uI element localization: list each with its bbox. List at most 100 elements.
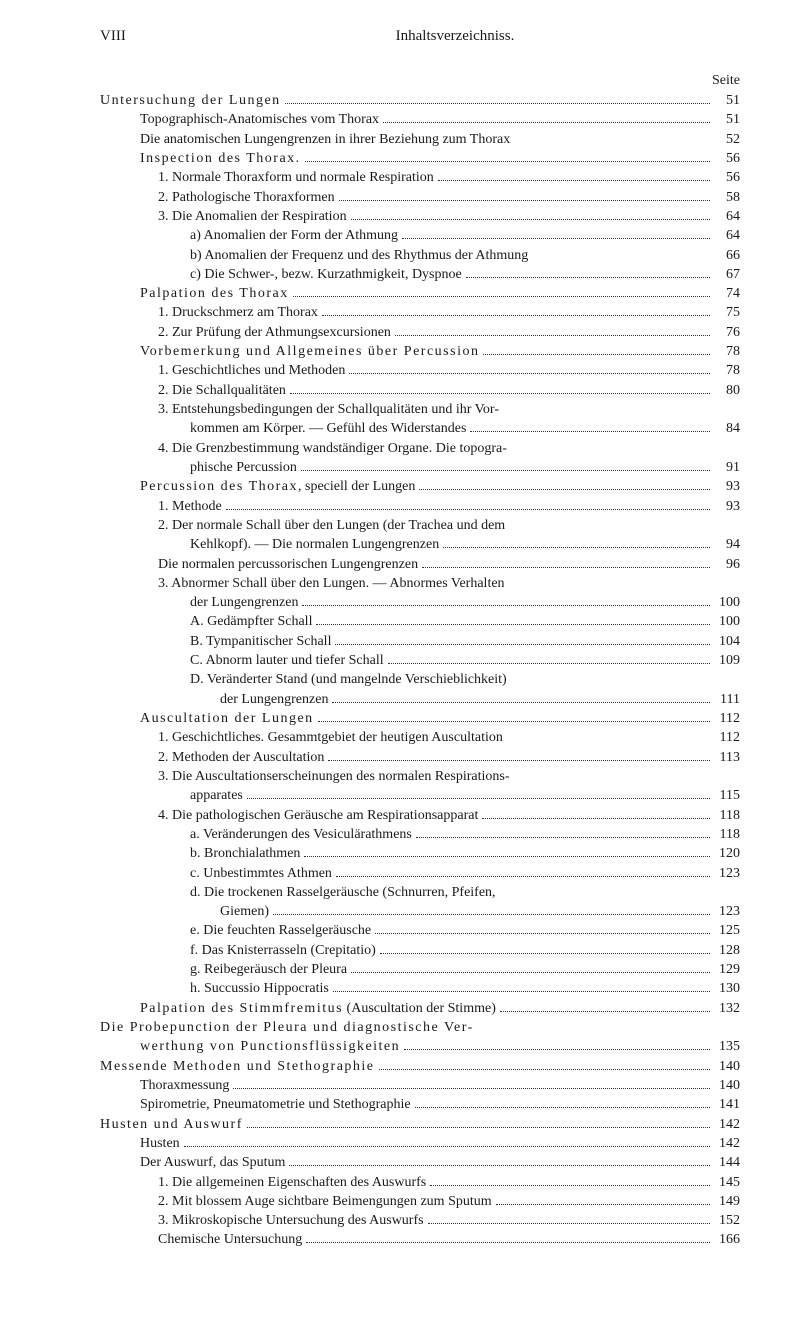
toc-line: b) Anomalien der Frequenz und des Rhythm…: [100, 246, 740, 265]
toc-line: der Lungengrenzen111: [100, 690, 740, 709]
toc-line: Topographisch-Anatomisches vom Thorax51: [100, 110, 740, 129]
toc-page-number: 166: [714, 1230, 740, 1249]
toc-line: 3. Abnormer Schall über den Lungen. — Ab…: [100, 574, 740, 593]
toc-dots: [304, 856, 710, 857]
toc-entry-text: der Lungengrenzen: [190, 593, 298, 612]
toc-line: 4. Die pathologischen Geräusche am Respi…: [100, 806, 740, 825]
toc-page-number: 56: [714, 149, 740, 168]
toc-dots: [380, 953, 710, 954]
toc-page-number: 123: [714, 902, 740, 921]
toc-dots: [482, 818, 710, 819]
toc-entry-text: 3. Entstehungsbedingungen der Schallqual…: [158, 400, 499, 419]
toc-page-number: 144: [714, 1153, 740, 1172]
toc-dots: [233, 1088, 710, 1089]
toc-line: 2. Methoden der Auscultation 113: [100, 748, 740, 767]
toc-entry-text: g. Reibegeräusch der Pleura: [190, 960, 347, 979]
toc-dots: [322, 315, 710, 316]
toc-entry-text: A. Gedämpfter Schall: [190, 612, 312, 631]
toc-page-number: 56: [714, 168, 740, 187]
toc-entry-text: Untersuchung der Lungen: [100, 91, 281, 110]
toc-line: 1. Geschichtliches. Gesammtgebiet der he…: [100, 728, 740, 747]
toc-page-number: 74: [714, 284, 740, 303]
toc-line: A. Gedämpfter Schall100: [100, 612, 740, 631]
toc-entry-text: 2. Methoden der Auscultation: [158, 748, 324, 767]
toc-line: Messende Methoden und Stethographie140: [100, 1057, 740, 1076]
toc-entry-text: 2. Mit blossem Auge sichtbare Beimengung…: [158, 1192, 492, 1211]
toc-entry-text: e. Die feuchten Rasselgeräusche: [190, 921, 371, 940]
toc-page-number: 80: [714, 381, 740, 400]
toc-line: 3. Mikroskopische Untersuchung des Auswu…: [100, 1211, 740, 1230]
toc-entry-text: 1. Die allgemeinen Eigenschaften des Aus…: [158, 1173, 426, 1192]
toc-entry-text: Der Auswurf, das Sputum: [140, 1153, 285, 1172]
toc-line: Die Probepunction der Pleura und diagnos…: [100, 1018, 740, 1037]
toc-dots: [466, 277, 710, 278]
toc-entry-text: werthung von Punctionsflüssigkeiten: [140, 1037, 400, 1056]
toc-line: c. Unbestimmtes Athmen123: [100, 864, 740, 883]
toc-line: Chemische Untersuchung166: [100, 1230, 740, 1249]
toc-line: apparates115: [100, 786, 740, 805]
toc-page-number: 51: [714, 110, 740, 129]
toc-dots: [430, 1185, 710, 1186]
toc-entry-text: Giemen): [220, 902, 269, 921]
toc-dots: [351, 972, 710, 973]
toc-entry-text: 2. Der normale Schall über den Lungen (d…: [158, 516, 505, 535]
toc-entry-text: Kehlkopf). — Die normalen Lungengrenzen: [190, 535, 439, 554]
toc-dots: [336, 876, 710, 877]
toc-entry-text: Palpation des Thorax: [140, 284, 289, 303]
toc-entry-text: d. Die trockenen Rasselgeräusche (Schnur…: [190, 883, 496, 902]
toc-dots: [349, 373, 710, 374]
toc-page-number: 130: [714, 979, 740, 998]
toc-page-number: 96: [714, 555, 740, 574]
toc-page-number: 113: [714, 748, 740, 767]
toc-entry-text: Auscultation der Lungen: [140, 709, 314, 728]
toc-line: 3. Entstehungsbedingungen der Schallqual…: [100, 400, 740, 419]
toc-line: e. Die feuchten Rasselgeräusche125: [100, 921, 740, 940]
toc-dots: [395, 335, 710, 336]
toc-entry-text: apparates: [190, 786, 243, 805]
toc-page-number: 94: [714, 535, 740, 554]
toc-entry-text: h. Succussio Hippocratis: [190, 979, 329, 998]
toc-dots: [318, 721, 710, 722]
toc-dots: [293, 296, 710, 297]
toc-page-number: 58: [714, 188, 740, 207]
toc-line: kommen am Körper. — Gefühl des Widerstan…: [100, 419, 740, 438]
toc-page-number: 123: [714, 864, 740, 883]
toc-entry-text: f. Das Knisterrasseln (Crepitatio): [190, 941, 376, 960]
toc-dots: [470, 431, 710, 432]
toc-line: a. Veränderungen des Vesiculärathmens118: [100, 825, 740, 844]
toc-entry-text: Die Probepunction der Pleura und diagnos…: [100, 1018, 474, 1037]
toc-line: Husten und Auswurf142: [100, 1115, 740, 1134]
toc-line: Die anatomischen Lungengrenzen in ihrer …: [100, 130, 740, 149]
toc-entry-text: 1. Geschichtliches. Gesammtgebiet der he…: [158, 728, 503, 747]
toc-line: Kehlkopf). — Die normalen Lungengrenzen 9…: [100, 535, 740, 554]
toc-entry-text: 2. Zur Prüfung der Athmungsexcursionen: [158, 323, 391, 342]
toc-page-number: 140: [714, 1076, 740, 1095]
toc-entry-text: Husten: [140, 1134, 180, 1153]
toc-entry-text: 3. Mikroskopische Untersuchung des Auswu…: [158, 1211, 424, 1230]
toc-line: Untersuchung der Lungen 51: [100, 91, 740, 110]
page-header: VIII Inhaltsverzeichniss.: [100, 28, 740, 45]
toc-line: Giemen) 123: [100, 902, 740, 921]
toc-line: 2. Pathologische Thoraxformen 58: [100, 188, 740, 207]
toc-line: 1. Geschichtliches und Methoden78: [100, 361, 740, 380]
toc-dots: [332, 702, 710, 703]
toc-line: Palpation des Stimmfremitus (Auscultatio…: [100, 999, 740, 1018]
toc-entry-text: 1. Geschichtliches und Methoden: [158, 361, 345, 380]
toc-entry-text: Husten und Auswurf: [100, 1115, 243, 1134]
toc-dots: [306, 1242, 710, 1243]
toc-entry-text: Spirometrie, Pneumatometrie und Stethogr…: [140, 1095, 411, 1114]
toc-page-number: 141: [714, 1095, 740, 1114]
toc-dots: [496, 1204, 710, 1205]
toc-line: b. Bronchialathmen120: [100, 844, 740, 863]
toc-page-number: 51: [714, 91, 740, 110]
toc-line: Percussion des Thorax, speciell der Lung…: [100, 477, 740, 496]
toc-entry-text: 2. Pathologische Thoraxformen: [158, 188, 335, 207]
toc-line: 1. Die allgemeinen Eigenschaften des Aus…: [100, 1173, 740, 1192]
toc-page-number: 111: [714, 690, 740, 709]
toc-line: 1. Methode93: [100, 497, 740, 516]
toc-entry-text: Vorbemerkung und Allgemeines über Percus…: [140, 342, 479, 361]
toc-line: 3. Die Anomalien der Respiration64: [100, 207, 740, 226]
toc-line: 3. Die Auscultationserscheinungen des no…: [100, 767, 740, 786]
toc-line: h. Succussio Hippocratis 130: [100, 979, 740, 998]
toc-line: werthung von Punctionsflüssigkeiten135: [100, 1037, 740, 1056]
